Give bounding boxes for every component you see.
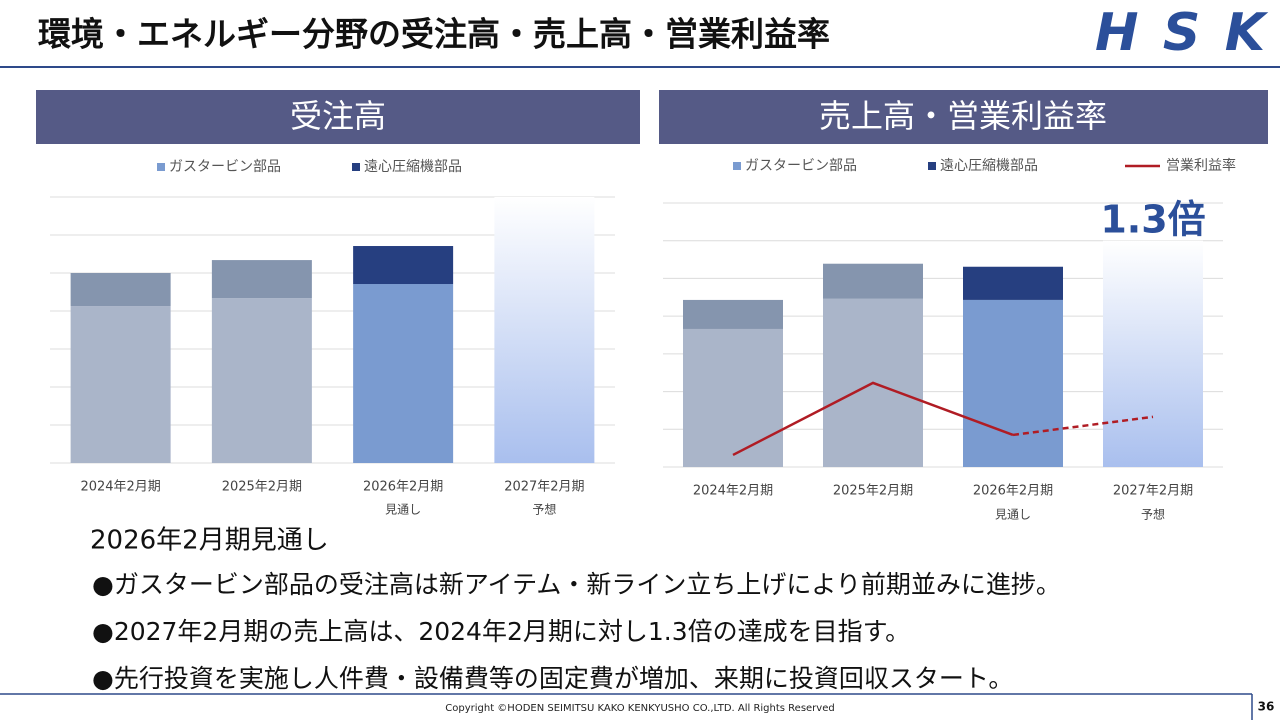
forecast-bar [494, 197, 595, 463]
legend-label: ガスタービン部品 [745, 158, 857, 174]
bullet: ●2027年2月期の売上高は、2024年2月期に対し1.3倍の達成を目指す。 [92, 617, 910, 646]
legend-label: ガスタービン部品 [169, 159, 281, 175]
bar-segment [353, 246, 454, 285]
x-tick-note: 見通し [385, 503, 421, 517]
legend-label: 遠心圧縮機部品 [940, 158, 1038, 174]
x-tick-label: 2026年2月期 [973, 484, 1053, 499]
bar-segment [683, 299, 783, 329]
panel-header [659, 90, 1268, 144]
legend-swatch [928, 162, 936, 170]
legend-swatch [733, 162, 741, 170]
panel-header [36, 90, 640, 144]
bar-segment [823, 263, 923, 299]
x-tick-label: 2024年2月期 [80, 480, 160, 495]
forecast-bar [1103, 240, 1203, 467]
bar-segment [963, 266, 1063, 300]
x-tick-label: 2027年2月期 [1113, 484, 1193, 499]
bar-segment [963, 299, 1063, 467]
line-series [1012, 415, 1154, 437]
page-number: 36 [1258, 700, 1275, 714]
x-tick-label: 2026年2月期 [363, 480, 443, 495]
body-heading: 2026年2月期見通し [90, 526, 329, 556]
legend-swatch [157, 163, 165, 171]
copyright: Copyright ©HODEN SEIMITSU KAKO KENKYUSHO… [445, 703, 834, 714]
line-series [732, 381, 1014, 457]
bar-segment [70, 273, 171, 307]
title: 環境・エネルギー分野の受注高・売上高・営業利益率 [38, 15, 830, 54]
x-tick-note: 見通し [995, 508, 1031, 522]
panel-title: 売上高・営業利益率 [819, 97, 1107, 135]
bar-segment [70, 306, 171, 463]
x-tick-label: 2025年2月期 [833, 484, 913, 499]
bar-segment [211, 298, 312, 463]
bar-segment [353, 284, 454, 463]
x-tick-label: 2027年2月期 [504, 480, 584, 495]
x-tick-note: 予想 [1141, 507, 1165, 522]
x-tick-label: 2024年2月期 [693, 484, 773, 499]
logo: HSK [1095, 3, 1269, 63]
x-tick-label: 2025年2月期 [222, 480, 302, 495]
legend-swatch [352, 163, 360, 171]
bullet: ●ガスタービン部品の受注高は新アイテム・新ライン立ち上げにより前期並みに進捗。 [92, 570, 1061, 599]
annotation: 1.3倍 [1100, 198, 1205, 242]
legend-label: 遠心圧縮機部品 [364, 159, 462, 175]
bar-segment [211, 260, 312, 299]
x-tick-note: 予想 [532, 502, 556, 517]
legend-label: 営業利益率 [1166, 157, 1236, 174]
bullet: ●先行投資を実施し人件費・設備費等の固定費が増加、来期に投資回収スタート。 [92, 664, 1013, 693]
panel-title: 受注高 [290, 97, 386, 135]
bar-segment [683, 328, 783, 467]
